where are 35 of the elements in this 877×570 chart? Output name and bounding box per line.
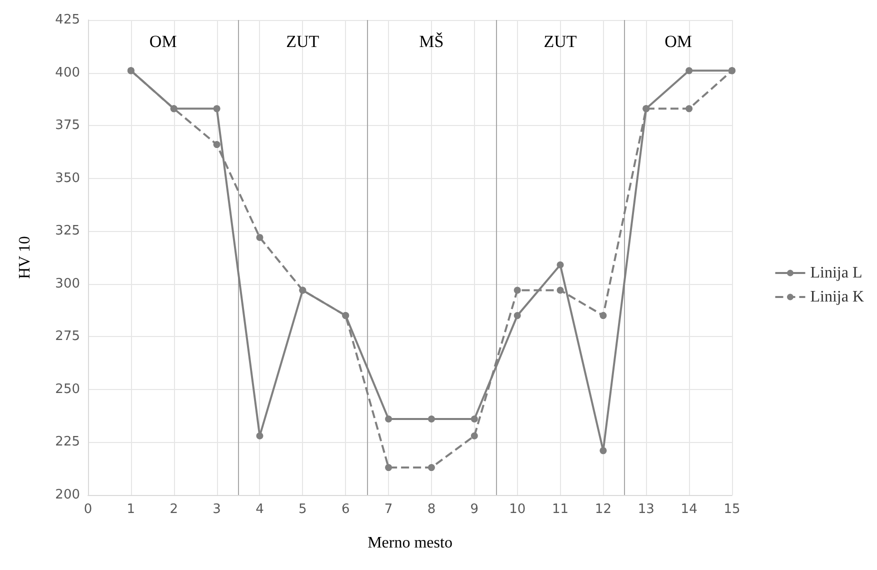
- y-tick-label: 425: [55, 12, 80, 28]
- y-tick-label: 375: [55, 118, 80, 134]
- x-tick-label: 8: [427, 502, 436, 517]
- y-tick-label: 275: [55, 329, 80, 344]
- x-tick-label: 15: [724, 502, 740, 517]
- x-tick-label: 3: [212, 502, 221, 517]
- y-axis-title: HV 10: [16, 236, 34, 279]
- y-tick-label: 250: [55, 382, 80, 397]
- x-tick-label: 4: [256, 502, 264, 517]
- x-tick-label: 2: [170, 502, 178, 517]
- x-tick-label: 13: [638, 502, 654, 517]
- x-tick-label: 14: [680, 502, 698, 517]
- legend-label: Linija L: [810, 264, 862, 282]
- y-tick-label: 300: [55, 276, 80, 292]
- x-tick-label: 6: [341, 502, 350, 517]
- y-tick-label: 350: [55, 170, 80, 186]
- x-tick-label: 7: [384, 502, 393, 517]
- x-tick-label: 10: [509, 502, 526, 517]
- x-axis-title: Merno mesto: [368, 534, 452, 552]
- y-tick-label: 225: [55, 434, 80, 450]
- y-tick-label: 400: [55, 65, 80, 80]
- x-tick-label: 9: [470, 502, 479, 517]
- annotation: OM: [664, 32, 692, 51]
- x-tick-label: 11: [552, 502, 569, 517]
- x-tick-label: 12: [594, 502, 612, 517]
- annotation: OM: [149, 32, 177, 51]
- y-tick-label: 325: [55, 224, 80, 239]
- legend-label: Linija K: [810, 288, 864, 306]
- x-tick-label: 5: [298, 502, 307, 517]
- x-tick-label: 1: [126, 502, 136, 517]
- y-tick-label: 200: [55, 488, 80, 502]
- annotation: ZUT: [286, 32, 320, 51]
- annotation: MŠ: [419, 32, 444, 51]
- annotation: ZUT: [544, 32, 578, 51]
- x-tick-label: 0: [84, 502, 92, 517]
